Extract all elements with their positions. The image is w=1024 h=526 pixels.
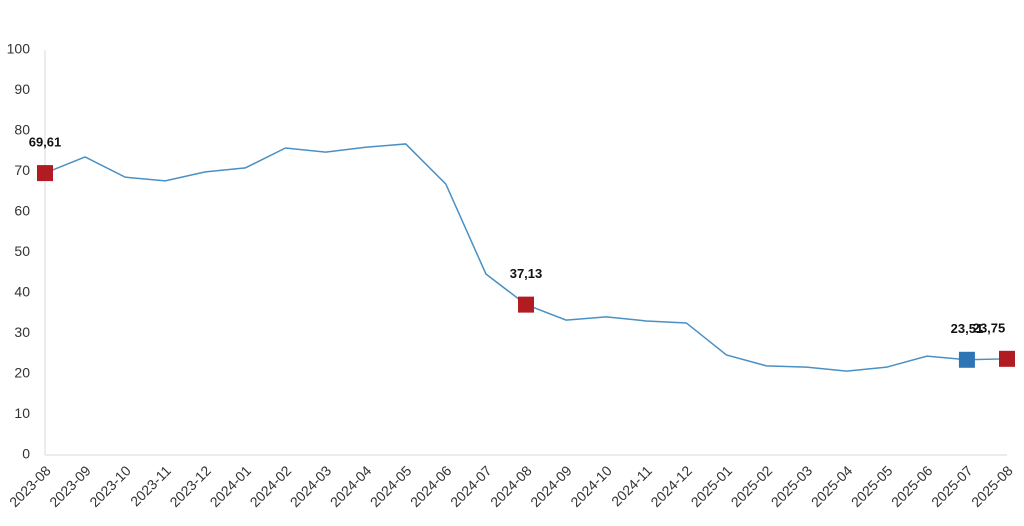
x-tick-label: 2025-07	[928, 462, 976, 510]
data-label: 69,61	[29, 135, 62, 150]
y-tick-label: 90	[14, 81, 30, 97]
x-tick-label: 2024-11	[608, 462, 655, 509]
y-tick-label: 40	[14, 284, 30, 300]
data-line	[44, 143, 1008, 372]
x-tick-label: 2024-03	[287, 462, 335, 510]
x-tick-label: 2024-07	[447, 462, 495, 510]
x-tick-label: 2025-06	[888, 462, 936, 510]
x-tick-label: 2025-08	[968, 462, 1016, 510]
data-marker	[37, 165, 53, 182]
x-tick-label: 2023-12	[166, 462, 214, 510]
data-label: 23,51	[951, 321, 984, 336]
x-tick-label: 2024-10	[567, 462, 615, 510]
data-marker	[958, 351, 975, 368]
x-tick-label: 2024-01	[207, 462, 255, 510]
y-tick-label: 100	[7, 41, 31, 57]
x-tick-label: 2024-12	[647, 462, 695, 510]
x-tick-label: 2023-08	[6, 462, 54, 510]
y-tick-label: 20	[14, 365, 30, 381]
x-tick-label: 2025-05	[848, 462, 896, 510]
x-tick-label: 2024-08	[487, 462, 535, 510]
x-tick-label: 2023-10	[86, 462, 134, 510]
y-tick-label: 0	[22, 446, 30, 462]
x-tick-label: 2024-04	[327, 462, 375, 510]
data-label: 37,13	[510, 266, 543, 281]
x-tick-label: 2025-03	[768, 462, 816, 510]
x-tick-label: 2024-06	[407, 462, 455, 510]
y-tick-label: 80	[14, 122, 30, 138]
data-label: 23,75	[973, 320, 1006, 335]
y-tick-label: 50	[14, 243, 30, 259]
x-tick-label: 2025-01	[688, 462, 736, 510]
y-tick-label: 60	[14, 203, 30, 219]
x-tick-label: 2024-09	[527, 462, 575, 510]
x-tick-label: 2024-02	[247, 462, 295, 510]
data-marker	[518, 296, 534, 313]
y-tick-label: 10	[14, 405, 30, 421]
y-tick-label: 30	[14, 324, 30, 340]
x-tick-label: 2024-05	[367, 462, 415, 510]
y-tick-label: 70	[14, 162, 30, 178]
x-tick-label: 2023-11	[127, 462, 174, 509]
data-marker	[999, 350, 1015, 367]
x-tick-label: 2023-09	[46, 462, 94, 510]
x-tick-label: 2025-04	[808, 462, 856, 510]
x-tick-label: 2025-02	[728, 462, 776, 510]
